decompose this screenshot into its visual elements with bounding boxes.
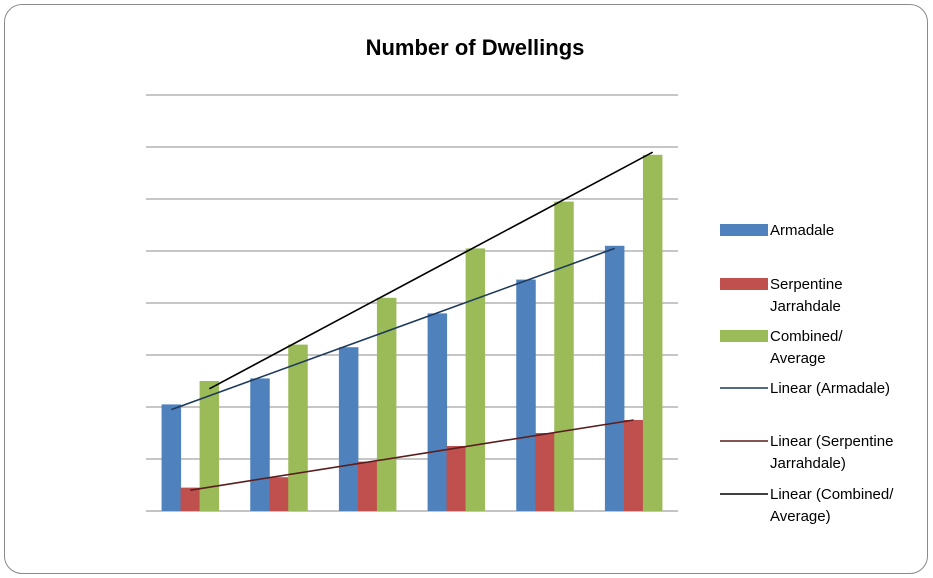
legend-swatch xyxy=(720,224,768,236)
bar-serpentine-jarrahdale-5 xyxy=(535,433,555,511)
bar-combined-average-6 xyxy=(642,154,663,512)
legend-linear-armadale: Linear (Armadale) xyxy=(720,380,890,397)
bar-serpentine-jarrahdale-2 xyxy=(269,477,289,511)
legend-label: Armadale xyxy=(770,222,834,239)
gridlines xyxy=(146,94,678,512)
trendline-linear-armadale xyxy=(171,247,615,411)
legend-combined-average: Combined/Average xyxy=(720,328,843,367)
legend-linear-serpentine-jarrahdale: Linear (Serpentine Jarrahdale) xyxy=(720,433,893,472)
bar-armadale-3 xyxy=(338,347,359,511)
legend-label: Linear (Combined/ xyxy=(770,486,894,503)
bar-serpentine-jarrahdale-4 xyxy=(446,446,467,511)
legend-serpentine-jarrahdale: Serpentine Jarrahdale xyxy=(720,276,843,315)
legend-swatch xyxy=(720,278,768,290)
legend-swatch xyxy=(720,330,768,342)
legend-linear-combined-average: Linear (Combined/Average) xyxy=(720,486,894,525)
bar-armadale-2 xyxy=(250,378,270,511)
bar-combined-average-3 xyxy=(376,297,397,511)
legend-label: Average) xyxy=(770,508,831,525)
legend-label: Serpentine xyxy=(770,276,843,293)
bars xyxy=(161,154,663,512)
bar-armadale-6 xyxy=(604,245,625,512)
bar-armadale-5 xyxy=(516,279,536,511)
bar-combined-average-5 xyxy=(554,201,574,511)
legend-label: Linear (Armadale) xyxy=(770,380,890,397)
bar-armadale-4 xyxy=(427,313,448,511)
trendline-linear-serpentine-jarrahdale xyxy=(190,419,634,491)
bar-combined-average-2 xyxy=(288,344,308,511)
legend-label: Combined/ xyxy=(770,328,843,345)
bar-serpentine-jarrahdale-3 xyxy=(357,461,378,511)
bar-serpentine-jarrahdale-6 xyxy=(623,420,644,511)
legend: Armadale Serpentine Jarrahdale Combined/Ave… xyxy=(720,222,894,525)
bar-serpentine-jarrahdale-1 xyxy=(180,487,201,511)
trendlines xyxy=(171,151,654,491)
bar-armadale-1 xyxy=(161,404,182,511)
legend-armadale: Armadale xyxy=(720,222,834,239)
chart-title: Number of Dwellings xyxy=(366,35,585,60)
legend-label: Average xyxy=(770,350,826,367)
trendline-linear-combined-average xyxy=(208,151,654,390)
bar-combined-average-4 xyxy=(465,248,486,511)
legend-label: Jarrahdale) xyxy=(770,455,846,472)
legend-label: Jarrahdale xyxy=(770,298,841,315)
bar-combined-average-1 xyxy=(199,381,220,511)
legend-label: Linear (Serpentine xyxy=(770,433,893,450)
